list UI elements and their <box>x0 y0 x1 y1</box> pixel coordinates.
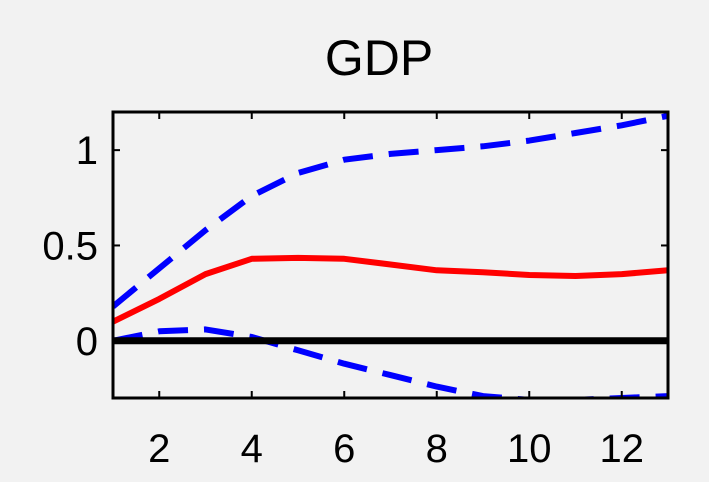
x-tick-label: 8 <box>426 427 448 471</box>
series-layer <box>113 112 668 398</box>
x-tick-label: 10 <box>507 427 552 471</box>
band-line-2 <box>113 326 668 398</box>
response-line <box>113 254 668 325</box>
band-line-1 <box>113 112 668 309</box>
x-tick-label: 6 <box>333 427 355 471</box>
y-tick-label: 1 <box>76 129 98 173</box>
x-tick-label: 12 <box>600 427 645 471</box>
y-tick-label: 0 <box>76 320 98 364</box>
x-tick-label: 4 <box>241 427 263 471</box>
plot-frame <box>111 110 670 400</box>
x-tick-label: 2 <box>148 427 170 471</box>
tick-layer: 2 4 6 8 10 12 0 0.5 1 <box>42 112 668 471</box>
chart-title: GDP <box>325 30 433 86</box>
y-tick-label: 0.5 <box>42 224 98 268</box>
